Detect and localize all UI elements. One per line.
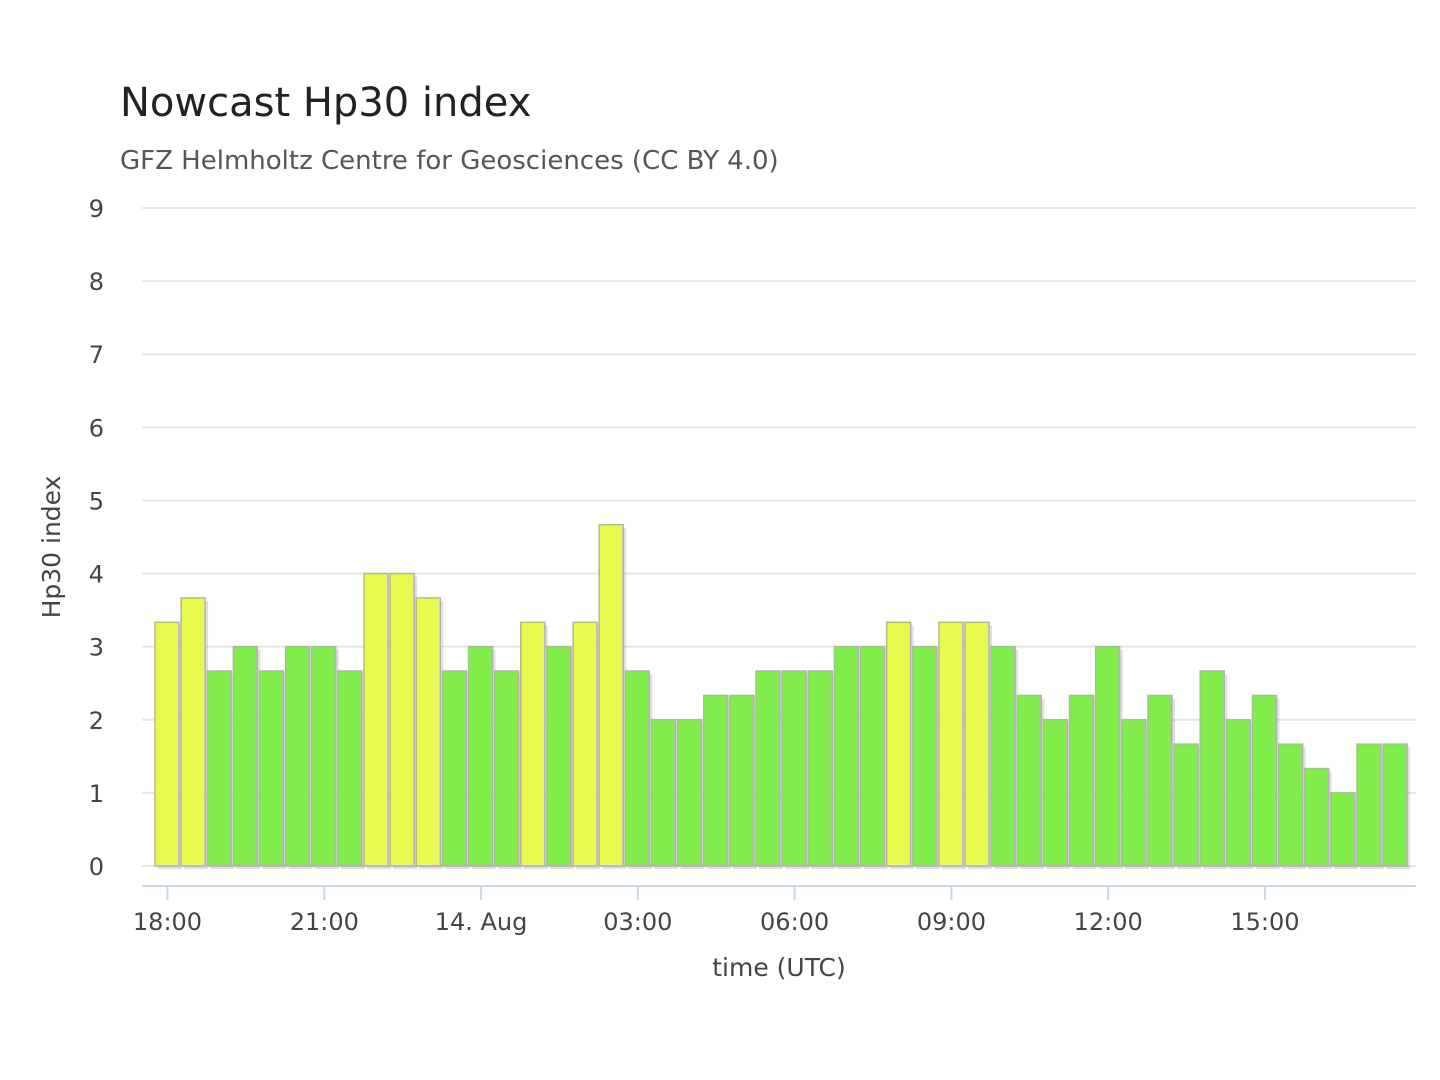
bar: [702, 694, 729, 867]
bar: [1016, 694, 1043, 867]
x-tick-label: 03:00: [603, 908, 672, 936]
bar: [598, 524, 624, 867]
chart-subtitle: GFZ Helmholtz Centre for Geosciences (CC…: [120, 146, 779, 176]
bar: [180, 597, 206, 867]
bar: [912, 645, 938, 867]
bar: [885, 621, 912, 867]
bar: [964, 621, 990, 867]
bar: [729, 694, 755, 867]
bar: [363, 572, 389, 867]
bar: [1068, 694, 1095, 867]
x-tick-label: 09:00: [917, 908, 986, 936]
y-tick-label: 2: [89, 707, 104, 735]
bars: [154, 524, 1411, 869]
x-axis-ticks: 18:00 21:00 14. Aug 03:00 06:00 09:00 12:00 15:…: [133, 886, 1300, 936]
bar: [572, 621, 598, 867]
bar: [781, 670, 807, 867]
bar: [389, 572, 415, 867]
chart-title: Nowcast Hp30 index: [120, 80, 531, 126]
y-tick-label: 8: [89, 268, 104, 296]
y-tick-label: 5: [89, 487, 104, 515]
x-tick-label: 15:00: [1230, 908, 1299, 936]
bar: [624, 670, 651, 867]
x-tick-label: 12:00: [1074, 908, 1143, 936]
x-tick-label: 21:00: [290, 908, 359, 936]
bar: [441, 670, 468, 867]
bar: [1173, 743, 1199, 867]
bar: [546, 645, 572, 867]
bar: [258, 670, 285, 867]
bar: [206, 670, 233, 867]
x-tick-label: 06:00: [760, 908, 829, 936]
bar: [755, 670, 781, 867]
y-tick-label: 3: [89, 634, 104, 662]
bar: [284, 645, 311, 867]
bar: [311, 645, 337, 867]
bar: [154, 621, 180, 867]
y-axis-title: Hp30 index: [37, 476, 66, 619]
bar: [1330, 792, 1356, 867]
x-axis-title: time (UTC): [712, 953, 846, 982]
bar: [1303, 767, 1330, 867]
bar: [807, 670, 833, 867]
y-axis-ticks: 0 1 2 3 4 5 6 7 8 9: [89, 195, 104, 881]
bar: [493, 670, 520, 867]
x-tick-label: 14. Aug: [435, 908, 528, 936]
bar: [1225, 719, 1252, 867]
y-tick-label: 7: [89, 341, 104, 369]
bar: [415, 597, 442, 867]
y-tick-label: 6: [89, 414, 104, 442]
bar: [1121, 719, 1147, 867]
y-tick-label: 9: [89, 195, 104, 223]
bar: [232, 645, 259, 867]
bar: [1356, 743, 1382, 867]
bar: [1251, 694, 1278, 867]
bar: [1042, 719, 1069, 867]
bar: [676, 719, 703, 867]
bar: [467, 645, 494, 867]
bar: [990, 645, 1016, 867]
x-tick-label: 18:00: [133, 908, 202, 936]
bar: [1277, 743, 1304, 867]
bar: [1382, 743, 1408, 867]
bar: [1199, 670, 1225, 867]
bar: [1094, 645, 1121, 867]
bar: [1147, 694, 1173, 867]
y-tick-label: 4: [89, 561, 104, 589]
bar: [520, 621, 546, 867]
bar: [337, 670, 363, 867]
y-tick-label: 1: [89, 780, 104, 808]
y-tick-label: 0: [89, 853, 104, 881]
bar: [650, 719, 677, 867]
bar: [938, 621, 964, 867]
bar: [833, 645, 860, 867]
bar: [859, 645, 886, 867]
